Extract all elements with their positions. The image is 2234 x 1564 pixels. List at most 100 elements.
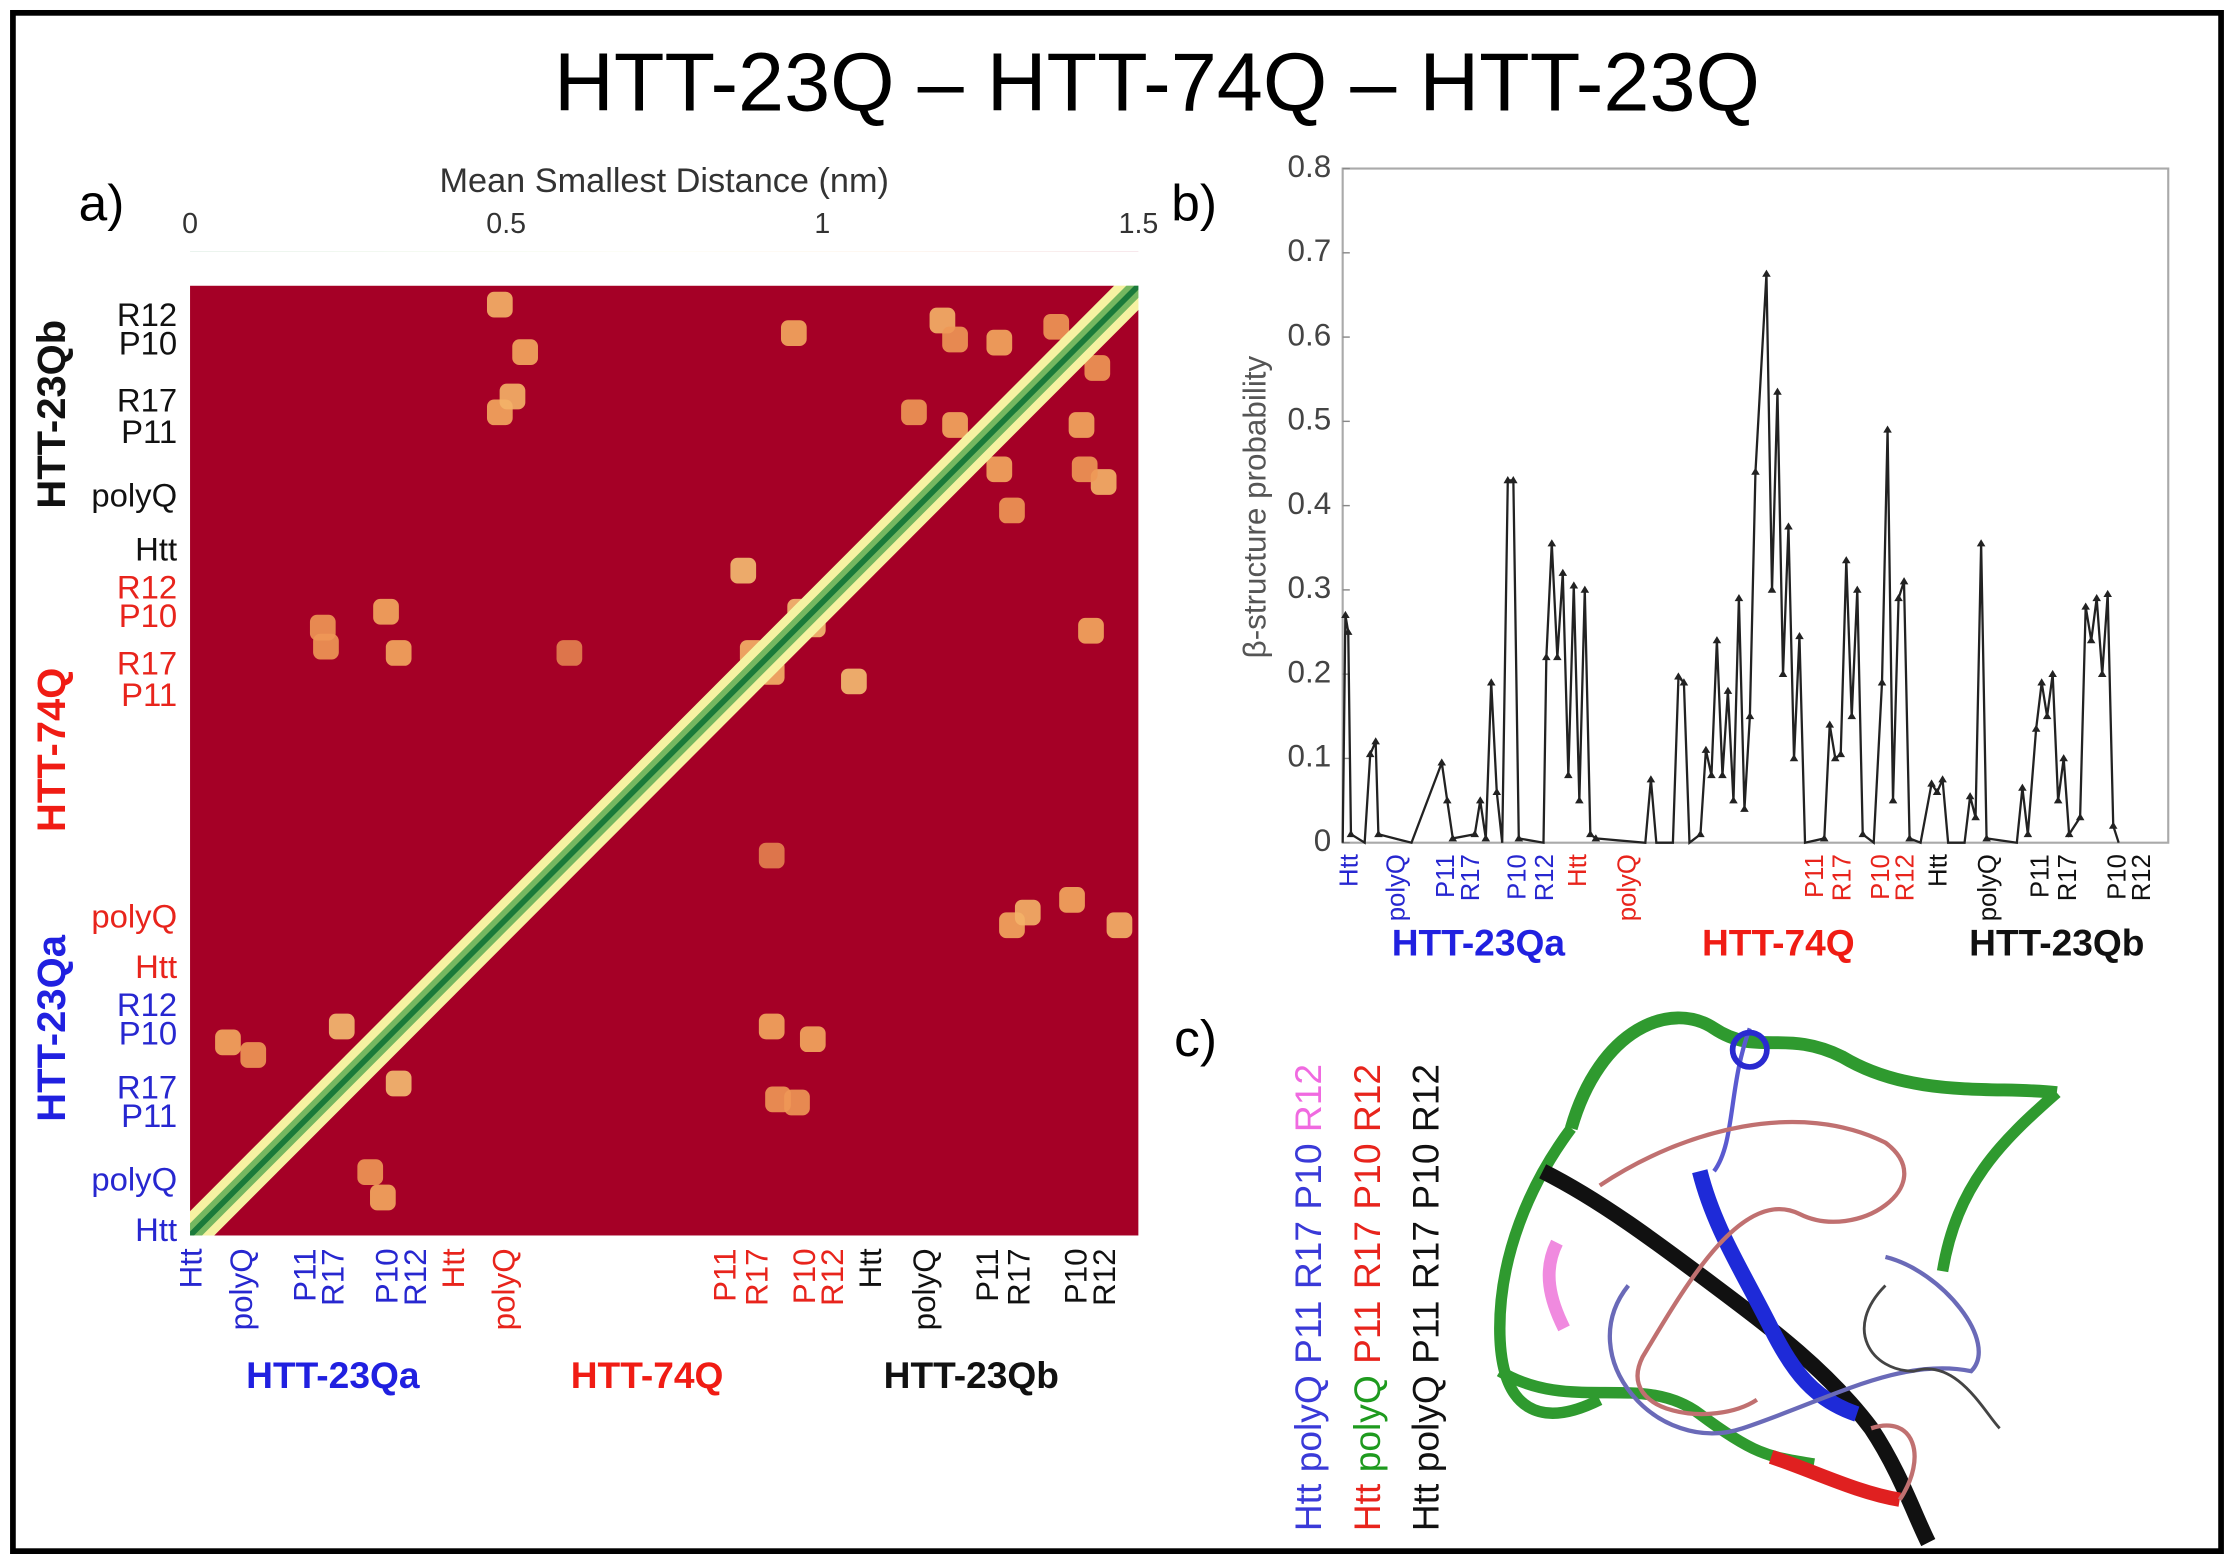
colorbar-title: Mean Smallest Distance (nm) [440,162,889,200]
colorbar-tick-label: 1.5 [1119,208,1159,240]
x-tick-label: R17 [2054,854,2082,901]
y-tick-label: polyQ [91,476,177,513]
y-tick-label: P11 [121,1097,177,1134]
x-tick-label: R12 [1892,854,1920,901]
x-tick-label: P11 [708,1248,743,1302]
legend-word: polyQ [1287,1375,1329,1472]
heatmap-cell [1059,887,1085,913]
y-tick-label: Htt [135,530,177,567]
legend-word: P11 [1346,1301,1388,1364]
heatmap-cell [240,1042,267,1068]
marker [1343,627,1353,635]
marker [1437,758,1447,766]
x-tick-label: P10 [2103,854,2131,900]
heatmap-cell [758,1013,785,1040]
marker [1509,476,1518,484]
marker [1740,804,1749,812]
marker [2059,754,2068,762]
heatmap-cell [1106,912,1133,939]
x-tick-label: R17 [1828,854,1856,901]
group-label: HTT-74Q [571,1354,724,1396]
marker [2108,821,2118,829]
marker [1492,787,1502,795]
marker [1580,585,1590,593]
marker [1729,796,1738,804]
legend-word: R12 [1346,1064,1388,1132]
heatmap-cell [313,633,339,660]
marker [1341,610,1350,619]
x-tick-label: Htt [173,1248,208,1288]
legend-word: R17 [1346,1221,1388,1289]
marker [1591,834,1601,842]
x-tick-label: R12 [398,1248,433,1306]
heatmap-cell [1084,355,1111,381]
marker [1762,269,1771,277]
marker [1514,834,1524,842]
marker [1767,585,1777,593]
x-tick-label: Htt [1336,854,1364,887]
y-tick-label: 0.4 [1288,486,1332,521]
y-tick-label: 0.8 [1288,149,1332,184]
legend-word: P10 [1404,1144,1446,1210]
heatmap-cell [730,557,757,584]
y-tick-label: R17 [117,1069,177,1106]
marker [1883,425,1892,433]
marker [1575,796,1584,804]
x-tick-label: P10 [1504,854,1532,900]
y-tick-label: P10 [119,597,177,634]
x-tick-label: P11 [1801,854,1829,898]
marker [1858,829,1868,838]
marker [1569,581,1579,589]
marker [2023,829,2033,838]
x-tick-label: R12 [815,1248,850,1306]
group-label: HTT-74Q [30,668,74,832]
heatmap-cell [556,640,583,666]
x-tick-label: R17 [739,1248,774,1306]
structure-legend-row: Htt polyQ P11 R17 P10 R12 [1346,1064,1388,1531]
panel-label: c) [1174,1009,1217,1067]
legend-word: P10 [1346,1144,1388,1210]
x-tick-label: polyQ [1974,854,2002,921]
marker [1470,829,1480,838]
marker [1847,712,1857,720]
marker [1646,775,1656,783]
legend-word: Htt [1404,1483,1446,1531]
marker [1475,796,1485,804]
y-tick-label: R17 [117,644,177,681]
heatmap-cell [986,329,1013,356]
y-tick-label: R17 [117,381,177,418]
heatmap-cell [1071,456,1098,483]
y-axis-label: β-structure probability [1237,355,1272,658]
marker [1442,796,1452,804]
marker [1696,829,1705,838]
marker [1819,834,1829,842]
x-tick-label: P10 [787,1248,822,1304]
marker [1877,678,1887,686]
marker [1723,686,1733,694]
marker [1836,749,1846,758]
marker [1932,787,1942,795]
marker [1971,813,1980,821]
group-label: HTT-74Q [1702,921,1855,963]
structure-legend-row: Htt polyQ P11 R17 P10 R12 [1404,1064,1446,1531]
marker [1586,829,1595,838]
marker [1486,678,1496,686]
heatmap-cell [841,668,867,695]
x-tick-label: polyQ [1382,854,1410,921]
heatmap-cell [758,842,785,869]
heatmap-cell [385,1070,412,1097]
x-tick-label: P10 [369,1248,404,1304]
marker [1830,754,1840,762]
marker [1558,568,1568,576]
group-label: HTT-23Qb [30,320,74,509]
legend-word: P11 [1404,1301,1446,1364]
legend-word: R12 [1287,1064,1329,1132]
marker [1564,771,1573,779]
group-label: HTT-23Qa [30,934,74,1121]
marker [1825,720,1835,728]
heatmap-cell [780,320,807,347]
heatmap-cell [370,1184,396,1211]
protein-structure [1494,1011,2061,1547]
